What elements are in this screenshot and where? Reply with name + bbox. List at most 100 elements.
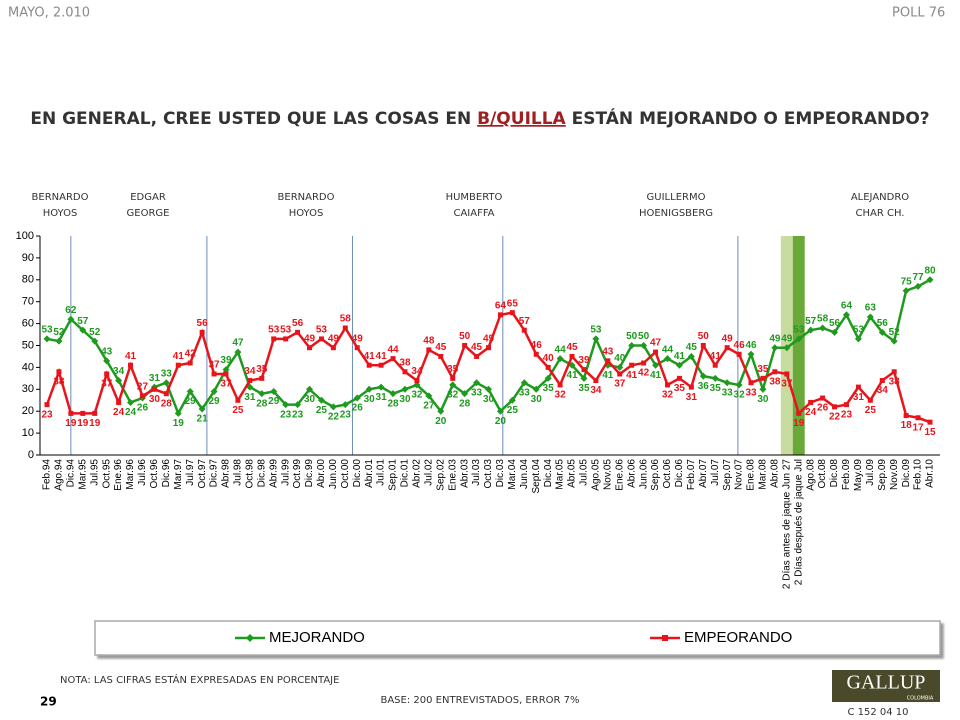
marker <box>784 371 790 377</box>
data-label: 49 <box>483 333 495 344</box>
data-label: 53 <box>590 325 602 336</box>
data-label: 45 <box>471 342 483 353</box>
x-tick-label: Dic.06 <box>674 459 685 488</box>
marker <box>663 355 671 363</box>
x-tick-label: Jul.99 <box>280 459 291 486</box>
legend-label: MEJORANDO <box>269 629 365 646</box>
data-label: 30 <box>364 394 376 405</box>
logo: GALLUP <box>847 672 926 694</box>
x-tick-label: Nov.09 <box>889 459 900 490</box>
data-label: 30 <box>757 394 769 405</box>
x-tick-label: Dic.03 <box>495 459 506 488</box>
x-tick-label: Dic.09 <box>901 459 912 488</box>
legend-box <box>94 620 941 656</box>
marker <box>341 401 349 409</box>
data-label: 49 <box>722 333 734 344</box>
marker <box>641 360 647 366</box>
data-label: 23 <box>841 409 853 420</box>
marker <box>891 369 897 375</box>
marker <box>259 375 265 381</box>
marker <box>402 369 408 375</box>
data-label: 45 <box>566 342 578 353</box>
y-tick-label: 20 <box>22 405 34 417</box>
data-label: 63 <box>865 303 877 314</box>
x-tick-label: Jun.06 <box>638 459 649 489</box>
marker <box>438 353 444 359</box>
data-label: 23 <box>292 409 304 420</box>
data-label: 37 <box>220 379 232 390</box>
data-label: 33 <box>722 387 734 398</box>
data-label: 34 <box>411 366 423 377</box>
marker <box>509 310 515 316</box>
data-label: 32 <box>734 390 746 401</box>
data-label: 26 <box>817 403 829 414</box>
data-label: 46 <box>734 340 746 351</box>
data-label: 53 <box>793 325 805 336</box>
x-tick-label: Nov.05 <box>602 459 613 490</box>
y-tick-label: 60 <box>22 318 34 330</box>
marker <box>629 362 635 368</box>
data-label: 22 <box>829 411 841 422</box>
data-label: 29 <box>268 396 280 407</box>
marker <box>712 362 718 368</box>
highlight-band <box>792 236 805 455</box>
term-label: HOENIGSBERG <box>639 208 713 219</box>
data-label: 38 <box>889 376 901 387</box>
marker <box>223 371 229 377</box>
data-label: 30 <box>483 394 495 405</box>
marker <box>175 362 181 368</box>
data-label: 25 <box>232 405 244 416</box>
x-tick-label: Oct.98 <box>244 459 255 489</box>
data-label: 52 <box>89 327 101 338</box>
term-label: ALEJANDRO <box>851 192 909 203</box>
y-tick-label: 70 <box>22 296 34 308</box>
marker <box>867 397 873 403</box>
data-label: 42 <box>185 349 197 360</box>
data-label: 57 <box>77 316 89 327</box>
data-label: 58 <box>817 314 829 325</box>
data-label: 34 <box>244 366 256 377</box>
marker <box>270 387 278 395</box>
x-tick-label: Sep.09 <box>877 459 888 491</box>
data-label: 23 <box>41 409 53 420</box>
data-label: 15 <box>924 427 936 438</box>
data-label: 27 <box>423 401 435 412</box>
x-tick-label: Sep.02 <box>435 459 446 491</box>
data-label: 25 <box>865 405 877 416</box>
x-tick-label: Dic.01 <box>400 459 411 488</box>
x-tick-label: Jul.07 <box>710 459 721 486</box>
marker <box>115 377 123 385</box>
x-tick-label: Ene.06 <box>614 459 625 491</box>
data-label: 37 <box>208 360 220 371</box>
marker <box>795 335 803 343</box>
marker <box>80 410 86 416</box>
legend-label: EMPEORANDO <box>684 629 792 646</box>
data-label: 30 <box>149 394 161 405</box>
marker <box>736 351 742 357</box>
marker <box>425 392 433 400</box>
data-label: 31 <box>149 373 161 384</box>
data-label: 35 <box>447 364 459 375</box>
x-tick-label: Mar.96 <box>125 459 136 490</box>
marker <box>723 379 731 387</box>
data-label: 37 <box>101 379 113 390</box>
marker <box>414 378 420 384</box>
data-label: 17 <box>913 422 925 433</box>
marker <box>486 345 491 351</box>
y-tick-label: 100 <box>16 230 34 242</box>
marker <box>843 402 849 408</box>
marker <box>377 383 385 391</box>
marker <box>926 276 934 284</box>
data-label: 65 <box>507 298 519 309</box>
x-tick-label: Dic.97 <box>209 459 220 488</box>
marker <box>617 371 623 377</box>
data-label: 46 <box>745 340 757 351</box>
data-label: 35 <box>256 364 268 375</box>
data-label: 32 <box>662 390 674 401</box>
data-label: 53 <box>280 325 292 336</box>
data-label: 30 <box>304 394 316 405</box>
y-tick-label: 30 <box>22 383 34 395</box>
x-tick-label: Jul.98 <box>233 459 244 486</box>
x-tick-label: Jul.01 <box>376 459 387 486</box>
data-label: 19 <box>65 418 77 429</box>
